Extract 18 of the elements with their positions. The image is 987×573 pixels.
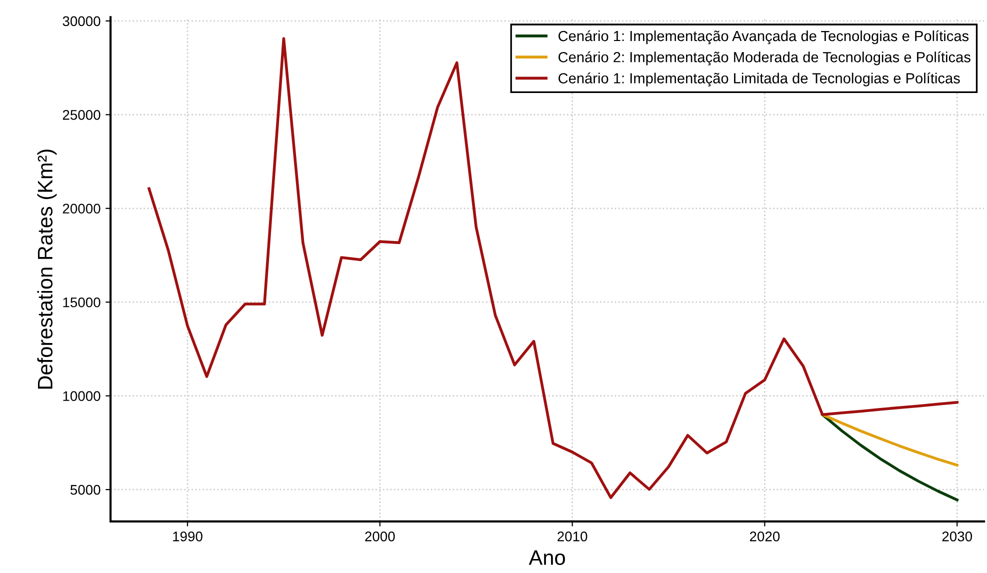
x-tick-label: 1990	[173, 532, 202, 542]
x-axis-title: Ano	[528, 550, 565, 565]
y-axis-title: Deforestation Rates (Km²)	[37, 150, 57, 389]
y-tick-label: 20000	[62, 204, 100, 214]
x-tick-label: 2010	[558, 532, 588, 542]
y-tick-label: 25000	[62, 110, 100, 120]
line-series	[821, 413, 958, 467]
legend-label: Cenário 1: Implementação Limitada de Tecnologias e Políticas	[558, 72, 960, 86]
y-tick-label: 30000	[62, 16, 100, 26]
y-tick-label: 5000	[70, 484, 100, 495]
y-tick-label: 10000	[63, 391, 100, 402]
legend-label: Cenário 2: Implementação Moderada de Tecnologias e Políticas	[558, 51, 970, 66]
legend-label: Cenário 1: Implementação Avançada de Tecnologias e Políticas	[558, 30, 969, 44]
line-series	[821, 413, 958, 502]
x-tick-label: 2000	[365, 532, 395, 542]
x-tick-label: 2020	[750, 532, 780, 542]
y-tick-label: 15000	[63, 297, 100, 308]
x-tick-label: 2030	[942, 532, 972, 542]
